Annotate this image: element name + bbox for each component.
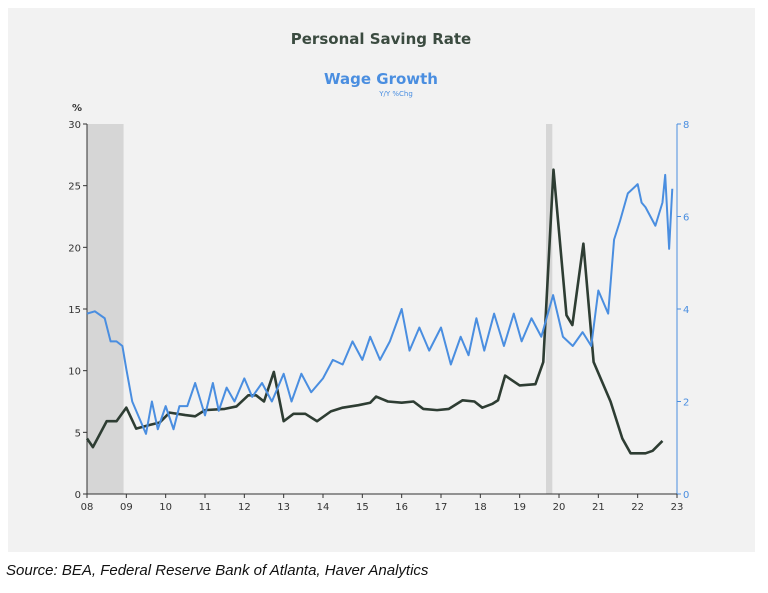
source: Source: BEA, Federal Reserve Bank of Atl… <box>6 562 429 579</box>
recession-shading <box>87 124 124 494</box>
x-tick-label: 18 <box>474 502 487 513</box>
y2-tick-label: 4 <box>683 305 689 316</box>
y2-unit: Y/Y %Chg <box>378 90 413 98</box>
series-title: Personal Saving Rate <box>291 30 471 48</box>
x-tick-label: 15 <box>356 502 369 513</box>
x-tick-label: 20 <box>553 502 566 513</box>
y2-tick-label: 8 <box>683 120 689 131</box>
y-tick-label: 20 <box>68 243 81 254</box>
y-tick-label: 30 <box>68 120 81 131</box>
x-tick-label: 08 <box>81 502 94 513</box>
x-tick-label: 09 <box>120 502 133 513</box>
x-tick-label: 10 <box>159 502 172 513</box>
y-tick-label: 15 <box>68 305 81 316</box>
y-tick-label: 10 <box>68 367 81 378</box>
y2-tick-label: 0 <box>683 490 689 501</box>
x-tick-label: 21 <box>592 502 605 513</box>
y-tick-label: 5 <box>75 428 81 439</box>
x-tick-label: 12 <box>238 502 251 513</box>
x-tick-label: 23 <box>671 502 684 513</box>
x-tick-label: 14 <box>317 502 330 513</box>
series-line <box>86 173 674 435</box>
x-tick-label: 17 <box>435 502 448 513</box>
y-tick-label: 25 <box>68 182 81 193</box>
x-tick-label: 22 <box>631 502 644 513</box>
x-tick-label: 16 <box>395 502 408 513</box>
y-tick-label: 0 <box>75 490 81 501</box>
x-tick-label: 19 <box>513 502 526 513</box>
x-tick-label: 13 <box>277 502 290 513</box>
x-tick-label: 11 <box>199 502 212 513</box>
y-unit: % <box>72 103 82 114</box>
series-title: Wage Growth <box>324 70 438 88</box>
y2-tick-label: 6 <box>683 213 689 224</box>
y2-tick-label: 2 <box>683 398 689 409</box>
chart-background <box>8 8 755 552</box>
